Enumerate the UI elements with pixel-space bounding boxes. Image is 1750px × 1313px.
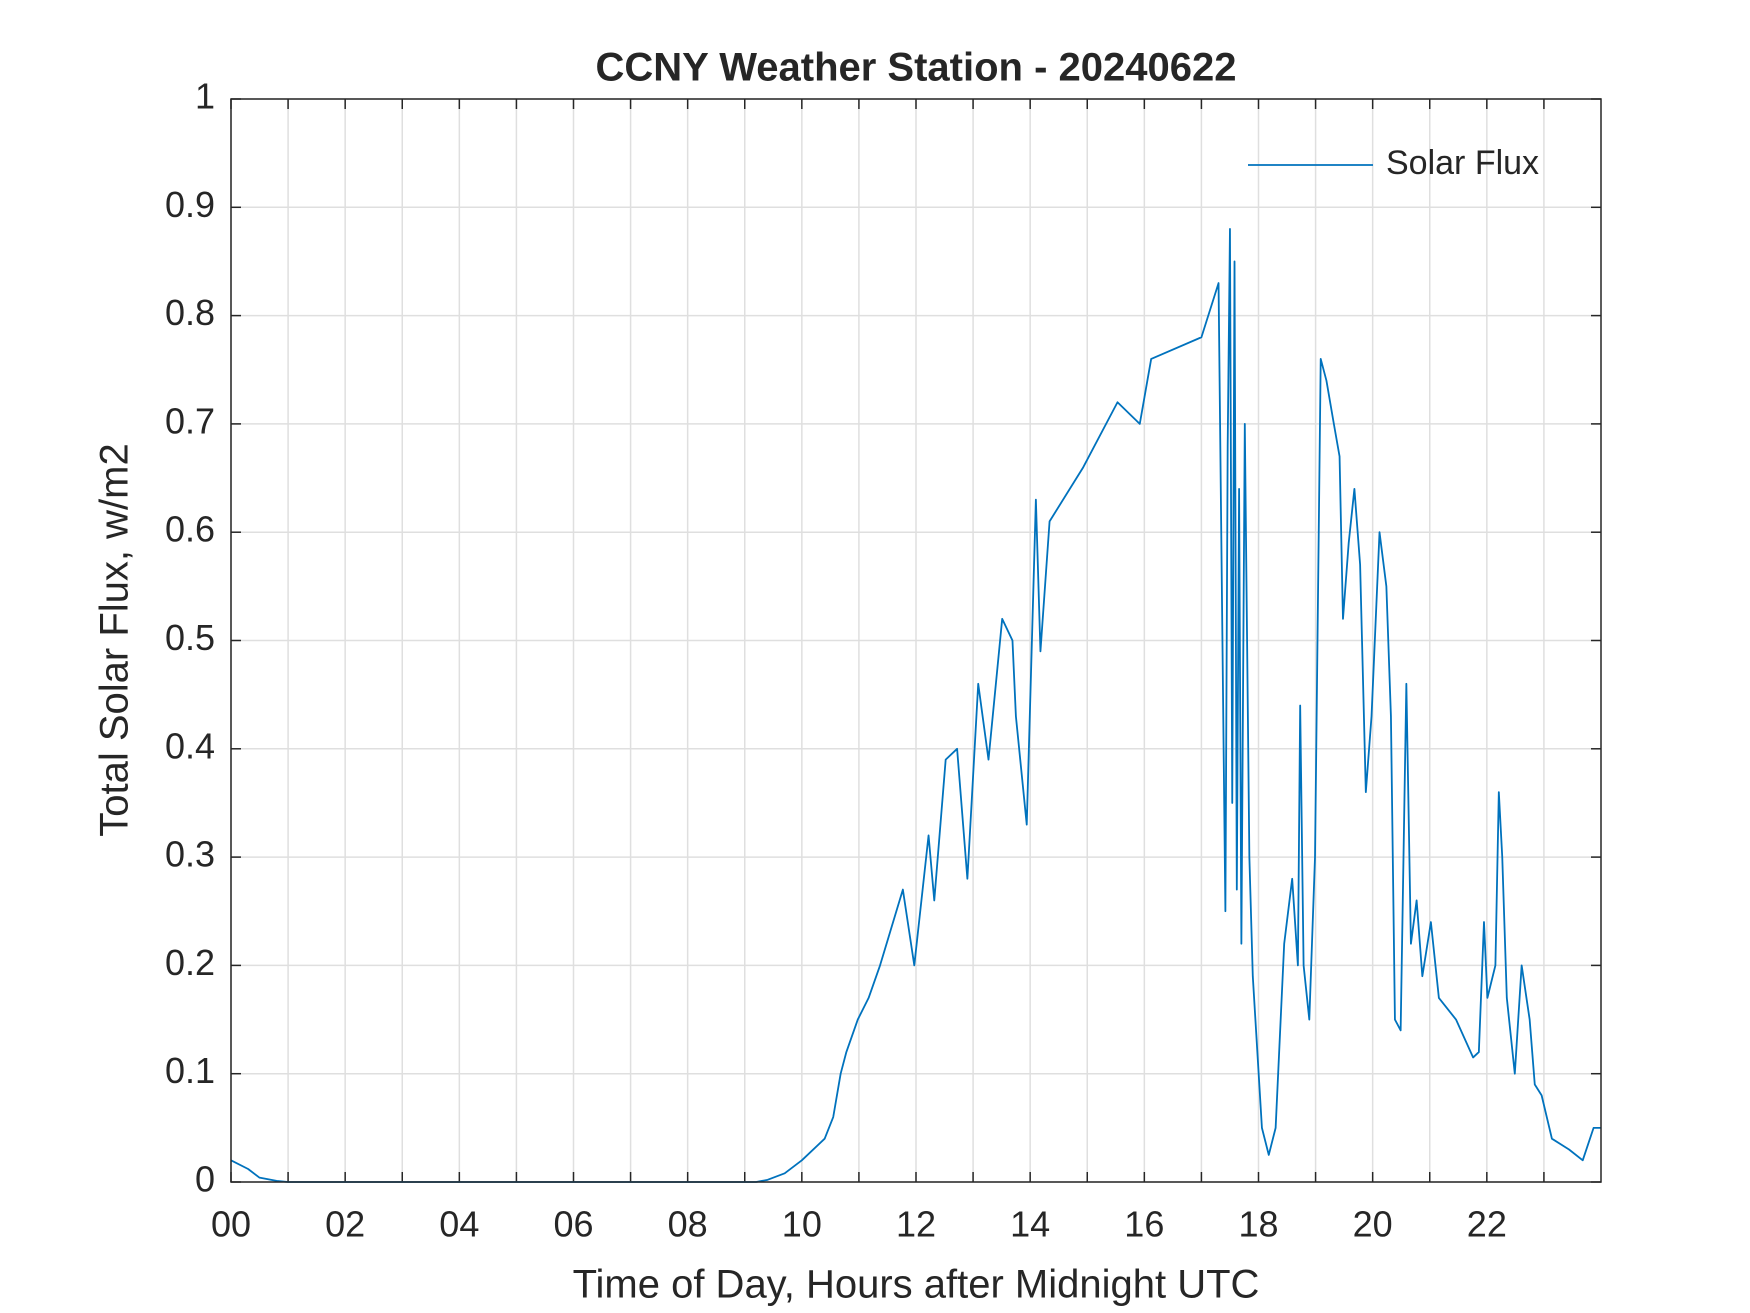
x-tick-label: 08 [668, 1204, 708, 1245]
y-tick-label: 0.5 [165, 617, 215, 658]
x-tick-label: 22 [1467, 1204, 1507, 1245]
x-tick-label: 10 [782, 1204, 822, 1245]
y-tick-label: 0.1 [165, 1050, 215, 1091]
y-tick-label: 0.7 [165, 400, 215, 441]
y-tick-label: 0.8 [165, 292, 215, 333]
legend-label: Solar Flux [1386, 144, 1539, 182]
data-line [230, 228, 1601, 1183]
x-tick-label: 04 [439, 1204, 479, 1245]
y-axis-label: Total Solar Flux, w/m2 [93, 443, 137, 836]
x-tick-label: 20 [1353, 1204, 1393, 1245]
y-tick-label: 0.2 [165, 942, 215, 983]
x-tick-label: 18 [1238, 1204, 1278, 1245]
x-tick-label: 02 [325, 1204, 365, 1245]
y-tick-label: 0.3 [165, 834, 215, 875]
y-tick-label: 0.6 [165, 509, 215, 550]
x-tick-label: 00 [211, 1204, 251, 1245]
axes-box [230, 98, 1602, 1183]
y-tick-label: 1 [195, 76, 215, 117]
chart-title: CCNY Weather Station - 20240622 [596, 46, 1237, 90]
x-tick-label: 12 [896, 1204, 936, 1245]
x-tick-label: 14 [1010, 1204, 1050, 1245]
x-tick-label: 16 [1124, 1204, 1164, 1245]
y-tick-label: 0 [195, 1159, 215, 1200]
y-tick-label: 0.4 [165, 725, 215, 766]
y-tick-label: 0.9 [165, 184, 215, 225]
x-tick-label: 06 [553, 1204, 593, 1245]
x-axis-label: Time of Day, Hours after Midnight UTC [573, 1263, 1260, 1307]
